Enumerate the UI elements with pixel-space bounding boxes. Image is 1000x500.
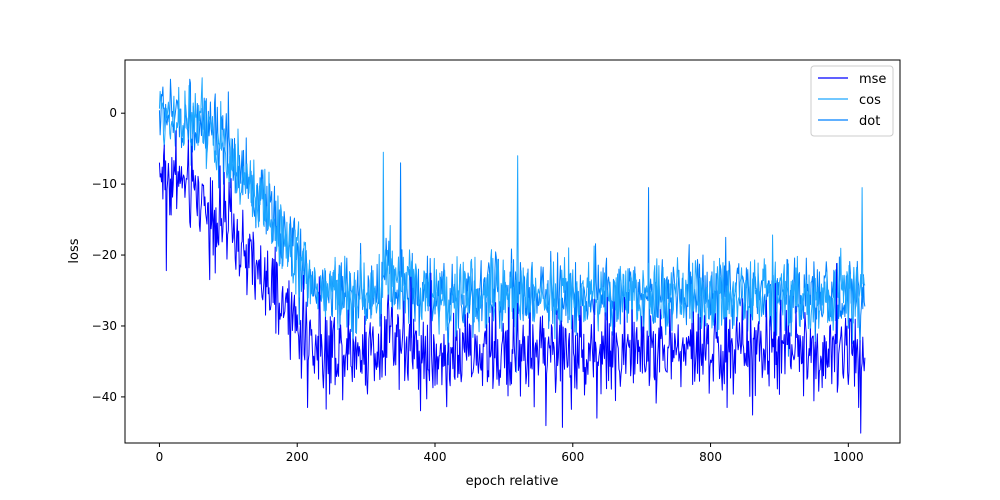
x-tick-label: 200 [286,450,309,464]
legend-box [810,65,894,137]
legend: mse cos dot [810,65,894,137]
y-tick-label: −40 [92,390,117,404]
x-tick-label: 400 [424,450,447,464]
x-tick-label: 0 [156,450,164,464]
series-line-cos [158,77,866,373]
y-axis-label: loss [67,238,82,263]
x-axis-ticks: 0 200 400 600 800 1000 [156,443,864,464]
y-tick-label: −20 [92,248,117,262]
y-tick-label: −10 [92,177,117,191]
series-line-mse [158,130,866,434]
legend-label-cos: cos [859,93,881,108]
legend-label-mse: mse [859,72,886,87]
plot-frame [124,59,901,444]
y-tick-label: 0 [109,106,117,120]
legend-label-dot: dot [859,114,880,129]
x-tick-label: 600 [561,450,584,464]
x-tick-label: 1000 [833,450,864,464]
y-axis-ticks: 0 −10 −20 −30 −40 [92,106,125,404]
y-tick-label: −30 [92,319,117,333]
x-tick-label: 800 [699,450,722,464]
x-axis-label: epoch relative [466,474,559,489]
series-layer [158,77,866,434]
